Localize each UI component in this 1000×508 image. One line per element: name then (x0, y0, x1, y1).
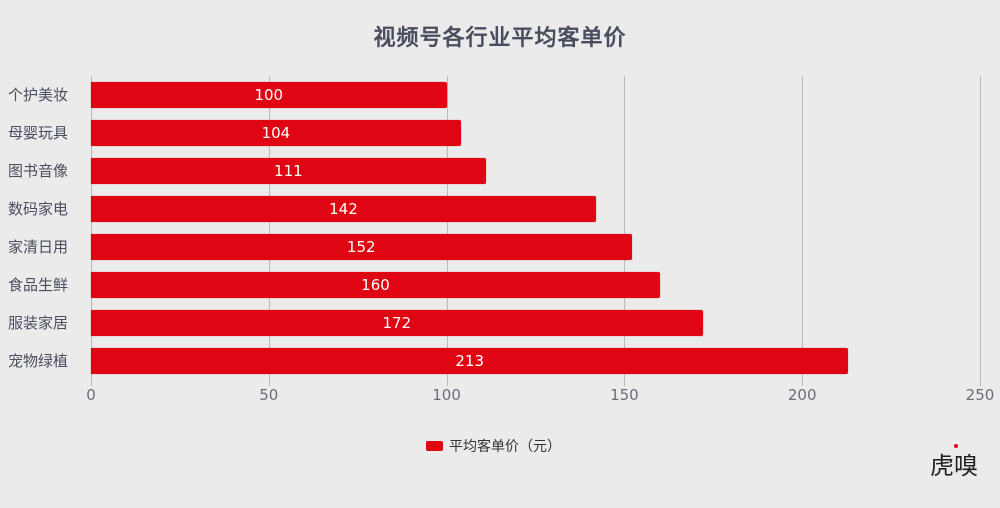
bar: 213 (91, 348, 849, 374)
bar: 172 (91, 310, 703, 336)
legend-swatch (426, 441, 443, 451)
bar-value-label: 152 (346, 238, 376, 256)
watermark-text: 虎嗅 (930, 452, 978, 480)
x-tick-label: 150 (610, 386, 639, 404)
gridline (268, 76, 270, 386)
x-tick-label: 200 (787, 386, 817, 404)
bar-value-label: 142 (329, 200, 358, 218)
bar: 104 (91, 120, 461, 146)
bar: 142 (91, 196, 596, 222)
legend: 平均客单价（元） (426, 436, 561, 456)
category-label: 母婴玩具 (7, 124, 68, 142)
bar-value-label: 160 (361, 276, 390, 294)
gridline (624, 76, 626, 386)
bar-value-label: 172 (382, 314, 412, 332)
gridline (980, 76, 981, 386)
category-label: 宠物绿植 (7, 352, 68, 370)
bar-value-label: 213 (455, 352, 485, 370)
watermark-logo: 虎嗅 (930, 444, 978, 481)
bar: 111 (91, 158, 486, 184)
bar-value-label: 111 (274, 162, 303, 180)
category-label: 家清日用 (7, 238, 68, 256)
x-tick-label: 250 (965, 386, 995, 404)
bar-value-label: 104 (261, 124, 291, 142)
gridline (446, 76, 448, 386)
plot-area: 100 个护美妆 104 母婴玩具 111 图书音像 142 数码家电 152 家清日用 160 食品… (8, 76, 981, 386)
category-label: 数码家电 (7, 200, 68, 218)
logo-dot-icon (954, 444, 958, 448)
category-label: 服装家居 (7, 314, 68, 332)
chart-title: 视频号各行业平均客单价 (373, 26, 627, 51)
bar: 152 (91, 234, 632, 260)
category-label: 食品生鲜 (7, 276, 68, 294)
category-label: 个护美妆 (7, 86, 68, 104)
bar: 100 (91, 82, 447, 108)
category-label: 图书音像 (7, 162, 68, 180)
bar-value-label: 100 (254, 86, 284, 104)
legend-label: 平均客单价（元） (449, 439, 561, 455)
x-tick-label: 0 (86, 386, 96, 404)
x-tick-label: 100 (432, 386, 461, 404)
gridline (802, 76, 804, 386)
bar: 160 (91, 272, 660, 298)
y-axis-line (91, 76, 92, 386)
x-tick-label: 50 (259, 386, 279, 404)
